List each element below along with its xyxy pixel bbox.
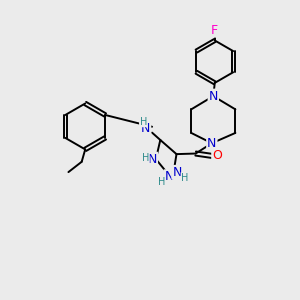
Text: N: N xyxy=(208,90,218,103)
Text: H: H xyxy=(140,117,147,127)
Text: N: N xyxy=(148,153,157,166)
Text: O: O xyxy=(212,149,222,162)
Text: N: N xyxy=(172,166,182,179)
Text: H: H xyxy=(181,173,188,183)
Text: N: N xyxy=(207,137,217,150)
Text: N: N xyxy=(164,170,174,183)
Text: F: F xyxy=(211,24,218,37)
Text: H: H xyxy=(142,153,149,163)
Text: N: N xyxy=(141,122,150,135)
Text: H: H xyxy=(158,177,166,187)
